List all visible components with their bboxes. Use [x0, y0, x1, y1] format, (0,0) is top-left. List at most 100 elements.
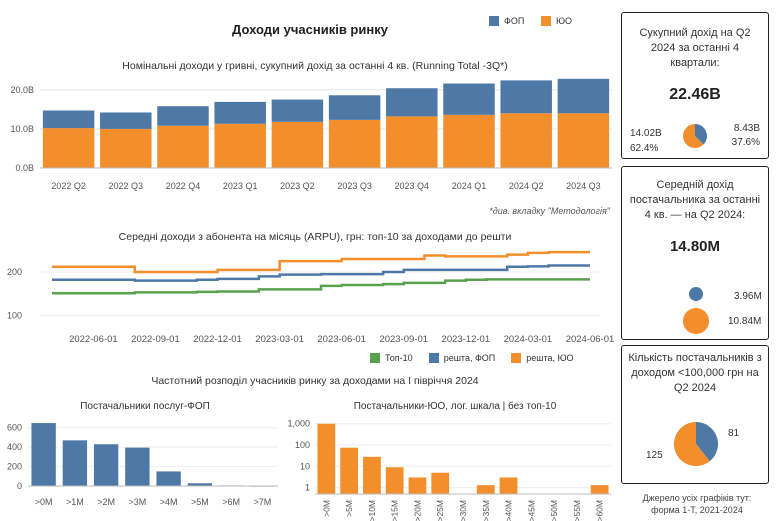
- y-tick-label: 1,000: [287, 419, 310, 429]
- x-tick-label: 2022-06-01: [69, 334, 118, 345]
- hist-bar: [476, 485, 495, 494]
- hist-fop-chart: 0 200 400 600 >0M >1M >2M >3M >4M >5M >6M >7M: [7, 423, 278, 507]
- legend-label-yuo: ЮО: [556, 16, 572, 26]
- y-tick-label: 200: [7, 462, 22, 472]
- arpu-legend-top10-label: Топ-10: [385, 353, 413, 363]
- x-tick-label: >3M: [128, 497, 146, 507]
- x-tick-label: >30M: [458, 500, 468, 521]
- small-fop-count: 81: [728, 428, 740, 439]
- hist-bar: [125, 447, 150, 486]
- distribution-section-title: Частотний розподіл учасників ринку за до…: [151, 375, 479, 387]
- bar-yuo: [42, 128, 95, 168]
- legend-item-fop[interactable]: ФОП: [489, 16, 524, 26]
- arpu-legend-yuo-label: решта, ЮО: [526, 353, 574, 363]
- legend-item-yuo[interactable]: ЮО: [541, 16, 572, 26]
- total-yuo-value: 14.02B: [630, 128, 662, 139]
- total-revenue-value: 22.46B: [669, 86, 721, 103]
- pie-slice-fop: [696, 422, 718, 462]
- small-providers-pie: [674, 422, 718, 466]
- hist-bar: [340, 447, 359, 494]
- hist-bar: [385, 467, 404, 494]
- x-tick-label: 2023 Q4: [395, 181, 430, 191]
- small-providers-card: Кількість постачальників з доходом <100,…: [621, 345, 769, 484]
- y-tick-label: 100: [295, 440, 310, 450]
- x-tick-label: 2023 Q2: [280, 181, 315, 191]
- hist-bar: [93, 444, 119, 486]
- total-fop-value: 8.43B: [733, 123, 760, 134]
- x-tick-label: 2022-12-01: [193, 334, 242, 345]
- y-tick-label: 1: [305, 483, 310, 493]
- total-fop-pct: 37.6%: [731, 137, 760, 148]
- x-tick-label: >40M: [504, 500, 514, 521]
- x-tick-label: >25M: [435, 500, 445, 521]
- bar-fop: [328, 95, 381, 120]
- y-tick-label: 0.0B: [15, 163, 34, 173]
- avg-revenue-title: Середній дохід постачальника за останні …: [629, 179, 761, 221]
- bar-yuo: [443, 114, 495, 168]
- x-tick-label: 2023-09-01: [379, 334, 428, 345]
- y-tick-label: 400: [7, 442, 22, 452]
- legend-swatch-yuo: [541, 16, 551, 26]
- hist-bar: [590, 485, 609, 494]
- x-tick-label: 2023-03-01: [255, 334, 304, 345]
- arpu-legend-fop[interactable]: решта, ФОП: [428, 353, 496, 363]
- total-revenue-title: Сукупний дохід на Q2 2024 за останні 4 к…: [639, 27, 751, 69]
- arpu-legend-fop-label: решта, ФОП: [443, 353, 496, 363]
- total-revenue-pie: [683, 124, 707, 148]
- arpu-line-chart: 100 200 2022-06-01 2022-09-01 2022-12-01 2023…: [7, 250, 614, 345]
- bar-fop: [386, 88, 438, 117]
- x-tick-label: 2022 Q2: [51, 181, 86, 191]
- pie-slice-fop: [695, 124, 707, 145]
- bar-yuo: [157, 125, 209, 168]
- bar-yuo: [386, 116, 438, 168]
- hist-bar: [499, 477, 518, 494]
- arpu-legend-top10[interactable]: Топ-10: [370, 353, 413, 363]
- x-tick-label: >4M: [160, 497, 178, 507]
- arpu-legend: Топ-10 решта, ФОП решта, ЮО: [370, 353, 574, 363]
- y-tick-label: 10.0B: [10, 124, 34, 134]
- swatch-rest-yuo: [511, 353, 522, 363]
- x-tick-label: >15M: [390, 500, 400, 521]
- hist-bar: [431, 472, 450, 494]
- pie-slice-yuo: [674, 422, 710, 466]
- x-tick-label: >5M: [344, 500, 354, 517]
- bar-fop: [271, 99, 324, 122]
- x-tick-label: 2022 Q4: [166, 181, 201, 191]
- small-providers-title: Кількість постачальників з доходом <100,…: [628, 352, 762, 394]
- bar-fop: [500, 80, 552, 114]
- series-line-rest-yuo: [52, 250, 590, 274]
- x-tick-label: >7M: [253, 497, 271, 507]
- x-tick-label: 2023-06-01: [317, 334, 366, 345]
- x-tick-label: >55M: [572, 500, 582, 521]
- nominal-revenue-chart: 0.0B 10.0B 20.0B 2022 Q2 2022 Q3 2022 Q4 2023 …: [10, 78, 612, 191]
- x-tick-label: 2023 Q3: [337, 181, 372, 191]
- x-tick-label: >60M: [595, 500, 605, 521]
- avg-yuo-bubble: [683, 308, 709, 334]
- methodology-note: *див. вкладку "Методологія": [489, 206, 610, 216]
- x-tick-label: >2M: [97, 497, 115, 507]
- x-tick-label: >5M: [191, 497, 209, 507]
- x-tick-label: >50M: [549, 500, 559, 521]
- x-tick-label: >35M: [481, 500, 491, 521]
- total-yuo-pct: 62.4%: [630, 143, 659, 154]
- small-yuo-count: 125: [646, 450, 663, 461]
- y-tick-label: 100: [7, 310, 22, 320]
- arpu-legend-yuo[interactable]: решта, ЮО: [511, 353, 574, 363]
- bar-fop: [443, 83, 495, 115]
- swatch-rest-fop: [428, 353, 439, 363]
- y-tick-label: 600: [7, 423, 22, 433]
- y-tick-label: 200: [7, 267, 22, 277]
- x-tick-label: 2024 Q1: [452, 181, 487, 191]
- y-tick-label: 0: [17, 481, 22, 491]
- bar-yuo: [500, 113, 552, 168]
- arpu-chart-title: Середні доходи з абонента на місяць (ARP…: [118, 231, 512, 243]
- x-tick-label: >20M: [412, 500, 422, 521]
- hist-bar: [31, 423, 56, 486]
- avg-fop-value: 3.96M: [734, 291, 762, 302]
- x-tick-label: >6M: [222, 497, 240, 507]
- avg-revenue-card: Середній дохід постачальника за останні …: [621, 166, 769, 340]
- bar-yuo: [557, 113, 610, 168]
- bar-fop: [157, 106, 209, 126]
- pie-slice-yuo: [683, 124, 704, 148]
- x-tick-label: >1M: [66, 497, 84, 507]
